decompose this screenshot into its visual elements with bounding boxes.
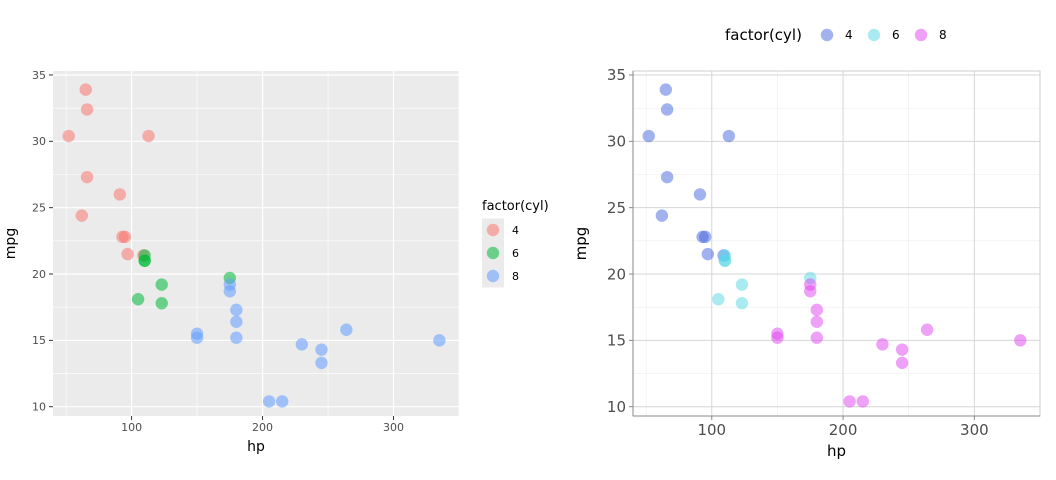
x-tick-label: 200 <box>829 421 858 439</box>
legend-key-cyl-4 <box>486 223 500 237</box>
legend-label-cyl-4: 4 <box>512 224 519 237</box>
data-point-cyl-8 <box>315 343 328 356</box>
data-point-cyl-8 <box>810 315 824 328</box>
data-point-cyl-4 <box>655 209 669 222</box>
data-point-cyl-4 <box>142 129 155 143</box>
data-point-cyl-4 <box>659 83 673 96</box>
data-point-cyl-4 <box>699 230 712 244</box>
data-point-cyl-4 <box>79 83 92 96</box>
data-point-cyl-4 <box>75 209 89 222</box>
data-point-cyl-8 <box>230 331 243 344</box>
data-point-cyl-8 <box>190 331 204 344</box>
data-point-cyl-8 <box>920 323 934 336</box>
legend-key-cyl-8 <box>486 269 500 283</box>
y-tick-label: 30 <box>32 135 46 148</box>
data-point-cyl-8 <box>433 334 446 347</box>
data-point-cyl-8 <box>804 278 817 291</box>
data-point-cyl-8 <box>230 303 243 317</box>
y-tick-label: 25 <box>607 199 626 217</box>
x-tick-label: 100 <box>121 421 142 434</box>
data-point-cyl-4 <box>62 129 75 143</box>
data-point-cyl-8 <box>1014 334 1027 347</box>
data-point-cyl-4 <box>113 188 126 201</box>
data-point-cyl-6 <box>138 249 151 262</box>
data-point-cyl-6 <box>718 249 732 262</box>
legend-label-cyl-6: 6 <box>892 28 900 42</box>
data-point-cyl-8 <box>223 278 237 291</box>
data-point-cyl-6 <box>735 278 749 291</box>
y-tick-label: 10 <box>607 398 626 416</box>
x-axis-title: hp <box>827 442 846 460</box>
y-tick-label: 35 <box>607 66 626 84</box>
y-tick-label: 25 <box>32 202 46 215</box>
legend-label-cyl-8: 8 <box>939 28 947 42</box>
data-point-cyl-4 <box>642 129 655 143</box>
legend-label-cyl-8: 8 <box>512 270 519 283</box>
legend-key-cyl-6 <box>486 246 500 260</box>
x-axis-title: hp <box>247 439 265 455</box>
y-axis-title: mpg <box>572 227 590 261</box>
data-point-cyl-8 <box>810 331 824 344</box>
data-point-cyl-8 <box>895 343 909 356</box>
data-point-cyl-8 <box>230 315 243 328</box>
data-point-cyl-8 <box>340 323 353 336</box>
legend-label-cyl-6: 6 <box>512 247 519 260</box>
data-point-cyl-4 <box>660 170 674 184</box>
legend-title: factor(cyl) <box>725 26 802 44</box>
y-axis-title: mpg <box>3 228 19 259</box>
data-point-cyl-6 <box>155 297 168 310</box>
data-point-cyl-8 <box>262 395 276 408</box>
data-point-cyl-8 <box>876 338 889 351</box>
legend-key-cyl-6 <box>867 28 881 42</box>
chart-1: 100 200 300 10 15 20 25 30 35 hp mpg factor(cyl) 4 6 8 <box>3 69 549 455</box>
plot-panel-background <box>633 71 1040 416</box>
x-tick-label: 200 <box>252 421 273 434</box>
x-tick-label: 300 <box>960 421 989 439</box>
data-point-cyl-6 <box>712 293 725 306</box>
data-point-cyl-8 <box>895 356 909 370</box>
x-tick-label: 100 <box>697 421 726 439</box>
data-point-cyl-6 <box>131 293 145 306</box>
data-point-cyl-8 <box>810 303 824 317</box>
data-point-cyl-8 <box>771 331 784 344</box>
data-point-cyl-8 <box>275 395 289 408</box>
y-tick-label: 30 <box>607 133 626 151</box>
chart-2: 100 200 300 10 15 20 25 30 35 hp mpg factor(cyl) 4 6 8 <box>572 26 1041 460</box>
data-point-cyl-8 <box>843 395 856 408</box>
data-point-cyl-4 <box>722 129 736 143</box>
data-point-cyl-8 <box>856 395 869 408</box>
legend-key-cyl-4 <box>820 28 834 42</box>
legend-label-cyl-4: 4 <box>845 28 853 42</box>
data-point-cyl-4 <box>693 188 707 201</box>
y-tick-label: 10 <box>32 401 46 414</box>
data-point-cyl-6 <box>155 278 168 291</box>
data-point-cyl-8 <box>295 338 309 351</box>
data-point-cyl-4 <box>118 230 132 244</box>
data-point-cyl-4 <box>121 247 134 261</box>
y-tick-label: 15 <box>32 334 46 347</box>
y-tick-label: 35 <box>32 69 46 82</box>
data-point-cyl-8 <box>315 356 328 370</box>
legend-key-cyl-8 <box>914 28 928 42</box>
legend-title: factor(cyl) <box>482 199 549 214</box>
data-point-cyl-4 <box>80 103 94 116</box>
data-point-cyl-4 <box>660 103 674 116</box>
data-point-cyl-6 <box>735 297 749 310</box>
plot-panel-background <box>53 71 459 416</box>
y-tick-label: 15 <box>607 332 626 350</box>
y-tick-label: 20 <box>607 265 626 283</box>
x-tick-label: 300 <box>383 421 404 434</box>
y-tick-label: 20 <box>32 268 46 281</box>
data-point-cyl-4 <box>80 170 94 184</box>
data-point-cyl-4 <box>701 247 715 261</box>
